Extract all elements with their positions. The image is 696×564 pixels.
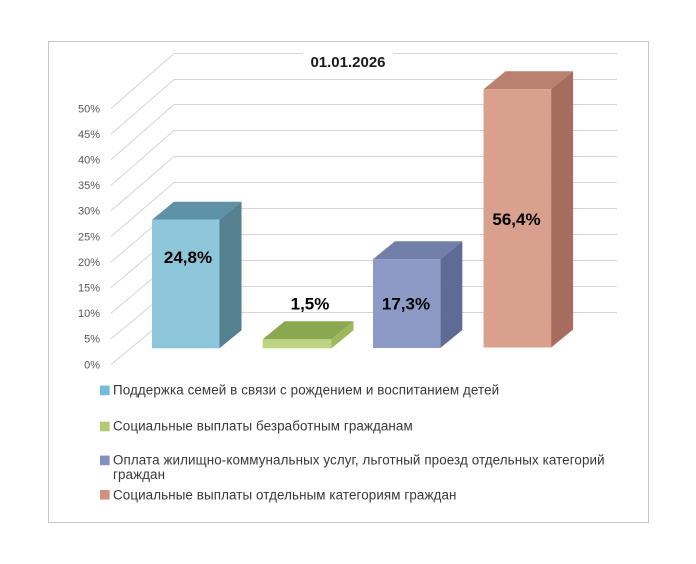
- svg-text:50%: 50%: [78, 103, 100, 115]
- svg-text:0%: 0%: [84, 359, 100, 371]
- svg-text:граждан: граждан: [113, 467, 165, 482]
- svg-text:17,3%: 17,3%: [382, 295, 430, 314]
- svg-text:56,4%: 56,4%: [492, 210, 540, 229]
- svg-text:40%: 40%: [78, 155, 100, 167]
- svg-text:10%: 10%: [78, 308, 100, 320]
- svg-text:01.01.2026: 01.01.2026: [310, 54, 385, 71]
- svg-text:Поддержка семей в связи с рожд: Поддержка семей в связи с рождением и во…: [113, 383, 499, 398]
- svg-text:5%: 5%: [84, 334, 100, 346]
- svg-text:1,5%: 1,5%: [291, 295, 330, 314]
- svg-text:35%: 35%: [78, 180, 100, 192]
- svg-text:15%: 15%: [78, 283, 100, 295]
- svg-text:20%: 20%: [78, 257, 100, 269]
- svg-text:25%: 25%: [78, 231, 100, 243]
- svg-text:Социальные выплаты безработным: Социальные выплаты безработным гражданам: [113, 418, 413, 433]
- svg-text:Оплата жилищно-коммунальных ус: Оплата жилищно-коммунальных услуг, льгот…: [113, 452, 605, 467]
- svg-text:45%: 45%: [78, 129, 100, 141]
- svg-text:30%: 30%: [78, 206, 100, 218]
- svg-text:24,8%: 24,8%: [164, 248, 212, 267]
- svg-text:Социальные выплаты отдельным к: Социальные выплаты отдельным категориям …: [113, 487, 457, 502]
